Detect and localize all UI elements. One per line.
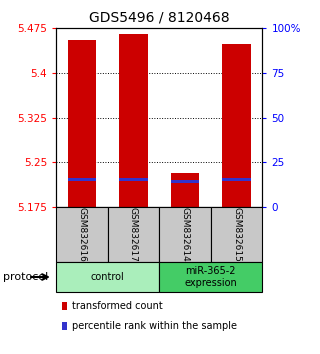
Text: control: control (91, 272, 124, 282)
Bar (171, 180, 199, 183)
Text: GSM832614: GSM832614 (180, 207, 189, 262)
Bar (68, 40, 96, 207)
Bar (171, 172, 199, 207)
Bar (211, 207, 262, 262)
Text: percentile rank within the sample: percentile rank within the sample (72, 321, 237, 331)
Bar (159, 207, 211, 262)
Text: GSM832616: GSM832616 (77, 207, 86, 262)
Bar (108, 207, 159, 262)
Text: GSM832615: GSM832615 (232, 207, 241, 262)
Bar (119, 34, 148, 207)
Bar (159, 262, 262, 292)
Bar (222, 44, 251, 207)
Text: transformed count: transformed count (72, 301, 163, 311)
Title: GDS5496 / 8120468: GDS5496 / 8120468 (89, 10, 229, 24)
Bar (68, 178, 96, 181)
Text: protocol: protocol (3, 272, 48, 282)
Bar (56, 207, 108, 262)
Text: GSM832617: GSM832617 (129, 207, 138, 262)
Bar (222, 178, 251, 181)
Bar (119, 178, 148, 181)
Text: miR-365-2
expression: miR-365-2 expression (184, 266, 237, 288)
Bar (56, 262, 159, 292)
